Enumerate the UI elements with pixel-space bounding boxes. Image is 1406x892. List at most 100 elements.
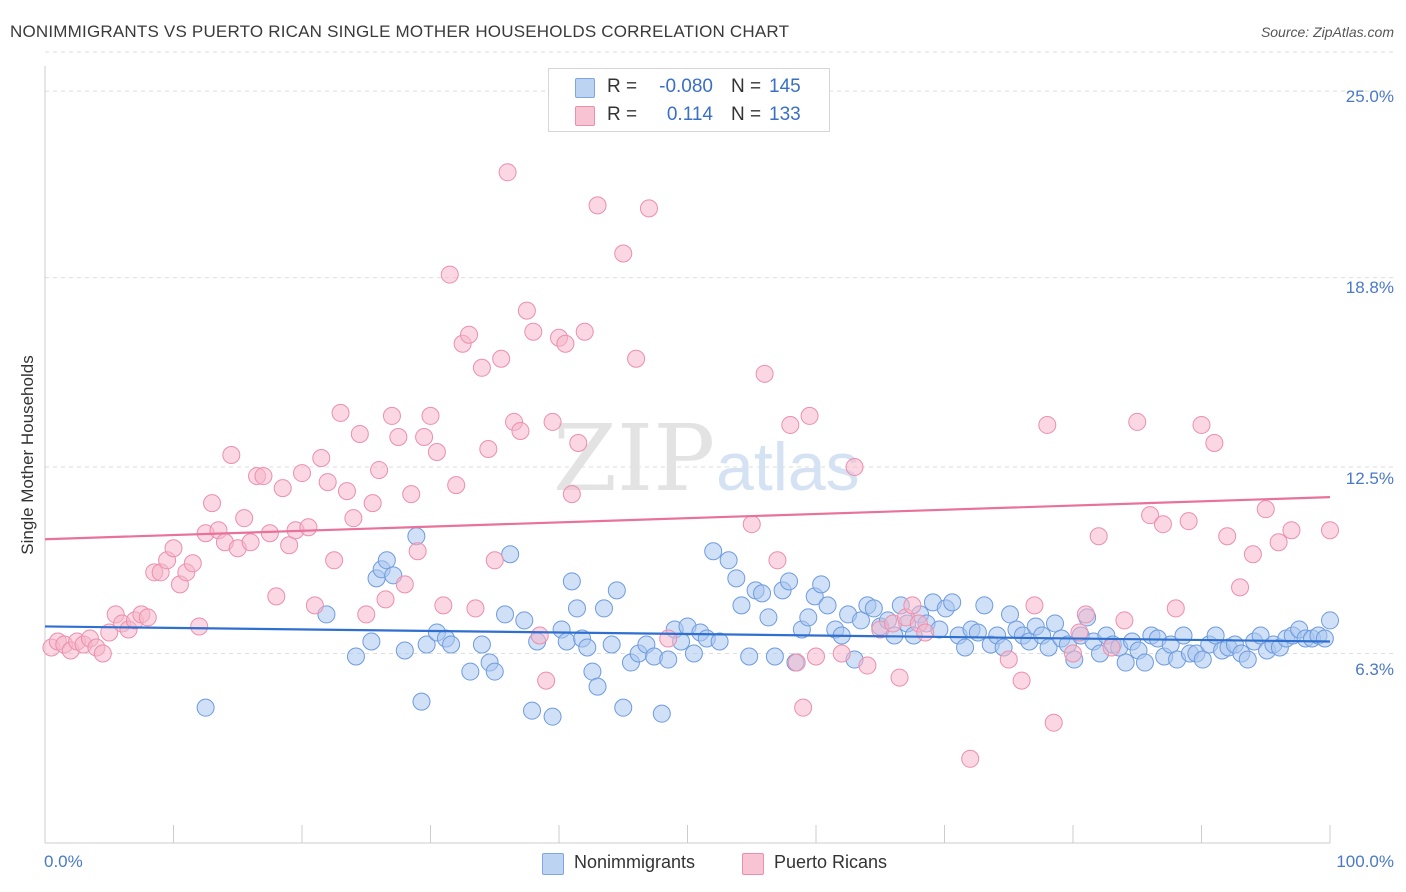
data-point	[858, 656, 877, 675]
data-point	[267, 587, 286, 606]
data-point	[575, 322, 594, 341]
data-point	[1174, 626, 1193, 645]
data-point	[704, 542, 723, 561]
stats-row-nonimmigrants: R = -0.080 N = 145	[549, 74, 829, 100]
data-point	[710, 632, 729, 651]
data-point	[732, 596, 751, 615]
data-point	[447, 476, 466, 495]
r-value: 0.114	[666, 104, 713, 125]
data-point	[1321, 611, 1339, 630]
data-point	[755, 364, 774, 383]
data-point	[583, 662, 602, 681]
data-point	[1001, 605, 1020, 624]
data-point	[614, 244, 633, 263]
data-point	[511, 421, 530, 440]
data-point	[768, 551, 787, 570]
n-value: 133	[769, 104, 801, 125]
data-point	[421, 406, 440, 425]
data-point	[370, 461, 389, 480]
data-point	[164, 539, 183, 558]
y-tick-label: 25.0%	[1345, 87, 1394, 106]
data-point	[1076, 605, 1095, 624]
data-point	[440, 265, 459, 284]
data-point	[293, 464, 311, 483]
data-point	[1089, 527, 1108, 546]
data-point	[530, 626, 549, 645]
data-point	[357, 605, 376, 624]
data-point	[305, 596, 324, 615]
blue-swatch	[575, 78, 595, 98]
data-point	[395, 641, 414, 660]
data-point	[799, 608, 818, 627]
data-point	[1115, 611, 1134, 630]
x-tick-label: 100.0%	[1336, 852, 1394, 871]
data-point	[832, 644, 851, 663]
data-point	[719, 551, 738, 570]
data-point	[325, 551, 344, 570]
data-point	[350, 424, 369, 443]
data-point	[742, 515, 761, 534]
data-point	[501, 545, 520, 564]
stats-row-puerto-ricans: R = 0.114 N = 133	[549, 102, 829, 128]
r-value: -0.080	[659, 76, 713, 97]
data-point	[363, 494, 382, 513]
data-point	[196, 698, 215, 717]
data-point	[466, 599, 485, 618]
legend-blue-swatch	[542, 853, 564, 875]
data-point	[1025, 596, 1044, 615]
data-point	[1218, 527, 1237, 546]
data-point	[916, 623, 935, 642]
data-point	[562, 572, 581, 591]
data-point	[344, 509, 363, 528]
data-point	[999, 650, 1018, 669]
data-point	[800, 406, 819, 425]
data-point	[765, 647, 784, 666]
pink-swatch	[575, 106, 595, 126]
data-point	[781, 415, 800, 434]
data-point	[377, 551, 396, 570]
data-point	[567, 599, 586, 618]
source-label: Source: ZipAtlas.com	[1260, 24, 1394, 40]
data-point	[1269, 533, 1288, 552]
data-point	[1012, 671, 1031, 690]
data-point	[485, 551, 504, 570]
data-point	[1206, 626, 1225, 645]
watermark-atlas: atlas	[716, 429, 860, 505]
data-point	[1128, 412, 1147, 431]
data-point	[1116, 653, 1135, 672]
data-point	[318, 473, 337, 492]
data-point	[659, 629, 678, 648]
data-point	[1315, 629, 1334, 648]
data-point	[337, 482, 356, 501]
data-point	[1321, 521, 1339, 540]
n-label: N =	[731, 76, 762, 97]
data-point	[479, 440, 498, 459]
data-point	[556, 334, 575, 353]
data-point	[639, 199, 658, 218]
data-point	[408, 542, 427, 561]
trend-line	[44, 625, 1331, 643]
data-point	[346, 647, 365, 666]
data-point	[1238, 650, 1257, 669]
data-point	[543, 707, 562, 726]
data-point	[780, 572, 799, 591]
data-point	[183, 554, 202, 573]
data-point	[943, 593, 962, 612]
data-point	[417, 635, 436, 654]
data-point	[1038, 415, 1057, 434]
data-point	[890, 668, 909, 687]
data-point	[807, 647, 825, 666]
data-point	[543, 412, 562, 431]
data-point	[1243, 545, 1262, 564]
data-point	[903, 596, 922, 615]
data-point	[557, 632, 576, 651]
data-point	[472, 358, 491, 377]
data-point	[93, 644, 112, 663]
data-point	[1282, 521, 1301, 540]
data-point	[537, 671, 556, 690]
data-point	[569, 433, 588, 452]
data-point	[498, 163, 517, 182]
data-point	[1192, 415, 1211, 434]
data-point	[684, 644, 703, 663]
data-point	[376, 590, 395, 609]
